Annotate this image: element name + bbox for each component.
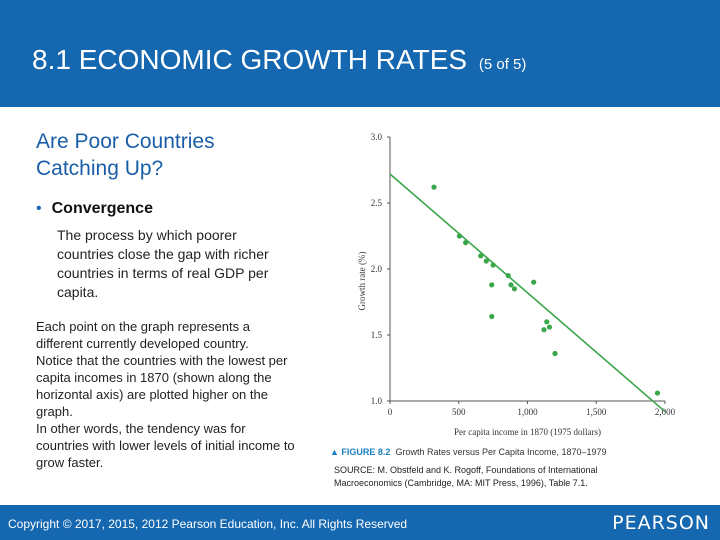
bullet-description: The process by which poorer countries cl…	[57, 227, 269, 300]
y-tick-label: 2.5	[371, 198, 383, 208]
data-point	[483, 258, 489, 264]
copyright-text: Copyright © 2017, 2015, 2012 Pearson Edu…	[8, 517, 408, 531]
x-tick-label: 1,500	[586, 407, 607, 417]
bullet-convergence: • Convergence	[36, 200, 153, 218]
slide-title: 8.1 ECONOMIC GROWTH RATES (5 of 5)	[32, 44, 526, 76]
figure-caption: ▲ FIGURE 8.2 Growth Rates versus Per Cap…	[330, 447, 607, 457]
figure-number: ▲ FIGURE 8.2	[330, 447, 391, 457]
data-point	[456, 233, 463, 239]
section-heading: Are Poor Countries Catching Up?	[36, 130, 215, 180]
slide-title-main: 8.1 ECONOMIC GROWTH RATES	[32, 44, 468, 75]
data-point	[478, 253, 484, 259]
figure-title: Growth Rates versus Per Capita Income, 1…	[395, 447, 607, 457]
data-point	[531, 279, 537, 285]
y-axis-label: Growth rate (%)	[357, 252, 367, 311]
x-axis-label: Per capita income in 1870 (1975 dollars)	[454, 427, 601, 437]
data-point	[489, 313, 495, 320]
body-line-1: Each point on the graph represents a dif…	[36, 319, 250, 351]
data-point	[511, 286, 518, 292]
scatter-chart: 1.0 1.5 2.0 2.5 3.0 0 500 1,000 1,500 2,000 Per ca…	[357, 132, 676, 437]
body-line-2: Notice that the countries with the lowes…	[36, 353, 288, 419]
data-point	[489, 282, 495, 288]
data-point	[546, 324, 553, 330]
data-point	[552, 350, 558, 357]
x-tick-label: 0	[388, 407, 393, 417]
data-point	[490, 262, 496, 268]
pearson-logo: PEARSON	[612, 512, 710, 534]
x-tick-label: 1,000	[517, 407, 538, 417]
y-tick-label: 3.0	[371, 132, 383, 142]
trend-line	[389, 173, 666, 413]
data-point	[505, 273, 511, 279]
data-point	[654, 390, 661, 396]
data-point	[431, 184, 437, 190]
bullet-label: Convergence	[51, 200, 153, 217]
data-point	[541, 327, 547, 333]
body-line-3: In other words, the tendency was for cou…	[36, 421, 295, 470]
body-paragraph: Each point on the graph represents a dif…	[36, 318, 298, 471]
y-tick-label: 1.0	[371, 396, 383, 406]
y-tick-label: 2.0	[371, 264, 383, 274]
data-point	[544, 319, 550, 325]
figure-source: SOURCE: M. Obstfeld and K. Rogoff, Found…	[334, 465, 598, 488]
header-bar: 8.1 ECONOMIC GROWTH RATES (5 of 5)	[0, 0, 720, 107]
x-tick-label: 2,000	[655, 407, 676, 417]
bullet-dot-icon: •	[36, 200, 42, 217]
y-tick-label: 1.5	[371, 330, 383, 340]
x-tick-label: 500	[452, 407, 466, 417]
data-point	[508, 282, 514, 288]
slide-title-subtitle: (5 of 5)	[478, 56, 527, 73]
data-point	[463, 240, 469, 246]
footer-bar: Copyright © 2017, 2015, 2012 Pearson Edu…	[0, 505, 720, 540]
